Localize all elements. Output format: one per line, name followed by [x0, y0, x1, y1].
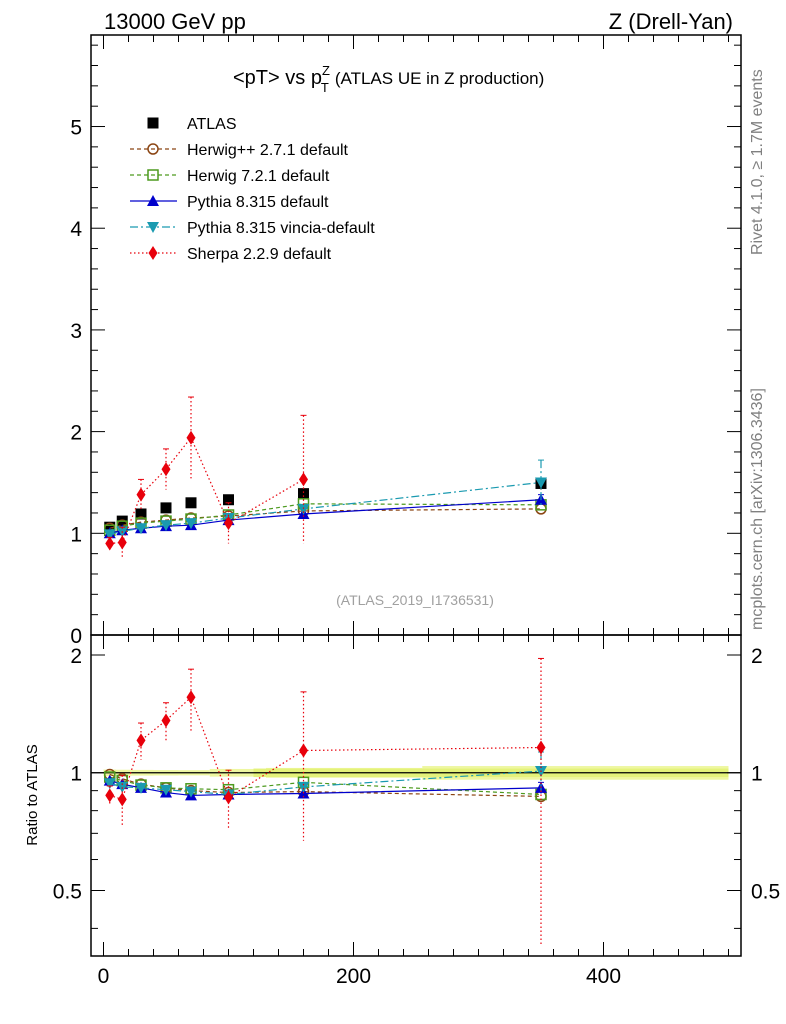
ratio-series-point — [161, 713, 171, 728]
legend: ATLAS Herwig++ 2.7.1 default Herwig 7.2.1 … — [130, 116, 375, 263]
plot-title-sup: Z — [322, 63, 330, 78]
main-series-point — [103, 529, 116, 541]
ratio-series-point — [135, 782, 147, 794]
main-series-group — [103, 396, 547, 558]
main-y-tick-label: 1 — [70, 523, 82, 546]
plot-title: <pT> vs pZ T (ATLAS UE in Z production) — [233, 63, 544, 95]
main-series-point — [160, 520, 172, 532]
ratio-series-point — [224, 790, 233, 805]
ratio-series-point — [117, 792, 127, 807]
ratio-y-tick-label: 1 — [70, 763, 82, 786]
ratio-series-group — [103, 657, 547, 947]
legend-marker — [147, 195, 159, 206]
x-tick-label: 0 — [98, 965, 110, 988]
rivet-version-label: Rivet 4.1.0, ≥ 1.7M events — [749, 69, 766, 255]
legend-label: Pythia 8.315 default — [187, 194, 329, 211]
legend-marker — [147, 222, 159, 233]
main-series-point — [136, 487, 146, 502]
main-series-point — [224, 516, 233, 531]
main-series-point — [161, 462, 171, 477]
ratio-series-point — [103, 778, 116, 790]
main-y-tick-label: 5 — [70, 117, 82, 140]
ratio-series-line — [109, 696, 542, 801]
ratio-uncertainty-band — [91, 766, 741, 780]
ratio-ylabel: Ratio to ATLAS — [24, 744, 41, 845]
main-series-point — [297, 503, 310, 515]
ratio-series-line — [109, 773, 542, 798]
ratio-series-point — [105, 788, 115, 803]
main-y-tick-label: 0 — [70, 625, 82, 648]
ratio-series-point — [297, 781, 310, 793]
main-series-point — [135, 523, 147, 535]
legend-marker-data — [147, 117, 159, 129]
legend-label: Herwig 7.2.1 default — [187, 168, 330, 185]
header-left: 13000 GeV pp — [104, 9, 246, 34]
data-point — [160, 502, 172, 514]
ratio-series-point — [299, 743, 308, 758]
main-series-line — [109, 508, 542, 529]
plot-title-rest: (ATLAS UE in Z production) — [335, 69, 544, 88]
axes: 0 200 400 0 1 2 3 4 5 0.5 0.5 1 1 2 2 — [53, 35, 780, 988]
ratio-series-point — [136, 733, 146, 748]
main-y-tick-label: 2 — [70, 422, 82, 445]
main-series-point — [105, 536, 115, 551]
data-point — [185, 497, 197, 509]
main-series-line — [109, 499, 542, 534]
ratio-series-point — [536, 740, 546, 755]
ratio-y-tick-label-right: 2 — [751, 645, 763, 668]
legend-marker — [148, 246, 158, 260]
main-series-line — [109, 481, 542, 535]
legend-label: Herwig++ 2.7.1 default — [187, 142, 349, 159]
header-right: Z (Drell-Yan) — [609, 9, 733, 34]
data-point — [104, 521, 116, 533]
ratio-series-point — [185, 786, 197, 798]
main-series-point — [535, 477, 547, 489]
main-series-point — [186, 430, 196, 445]
plot-title-main: <pT> vs p — [233, 67, 322, 89]
main-y-tick-label: 4 — [70, 218, 82, 241]
ratio-y-tick-label: 2 — [70, 645, 82, 668]
ratio-y-tick-label-right: 1 — [751, 763, 763, 786]
data-point — [223, 494, 234, 506]
main-series-point — [185, 518, 197, 530]
mcplots-label: mcplots.cern.ch [arXiv:1306.3436] — [749, 388, 766, 630]
x-tick-label: 200 — [336, 965, 371, 988]
main-series-point — [117, 535, 127, 550]
ratio-y-tick-label-right: 0.5 — [751, 880, 780, 903]
ratio-plot-frame — [90, 634, 742, 957]
ratio-series-point — [160, 784, 172, 796]
main-series-line — [109, 503, 542, 531]
main-y-tick-label: 3 — [70, 320, 82, 343]
ratio-y-tick-label: 0.5 — [53, 880, 82, 903]
plot-title-sub: T — [321, 80, 329, 95]
analysis-watermark: (ATLAS_2019_I1736531) — [336, 592, 494, 608]
legend-label: Pythia 8.315 vincia-default — [187, 220, 375, 237]
legend-label-data: ATLAS — [187, 116, 237, 133]
legend-label: Sherpa 2.2.9 default — [187, 246, 332, 263]
legend-marker — [147, 169, 159, 181]
data-point — [298, 488, 309, 500]
main-series-point — [299, 472, 308, 487]
data-point — [135, 508, 147, 520]
x-tick-label: 400 — [586, 965, 621, 988]
legend-marker — [147, 143, 159, 155]
ratio-series-point — [186, 690, 196, 705]
ratio-series-line — [109, 776, 542, 796]
